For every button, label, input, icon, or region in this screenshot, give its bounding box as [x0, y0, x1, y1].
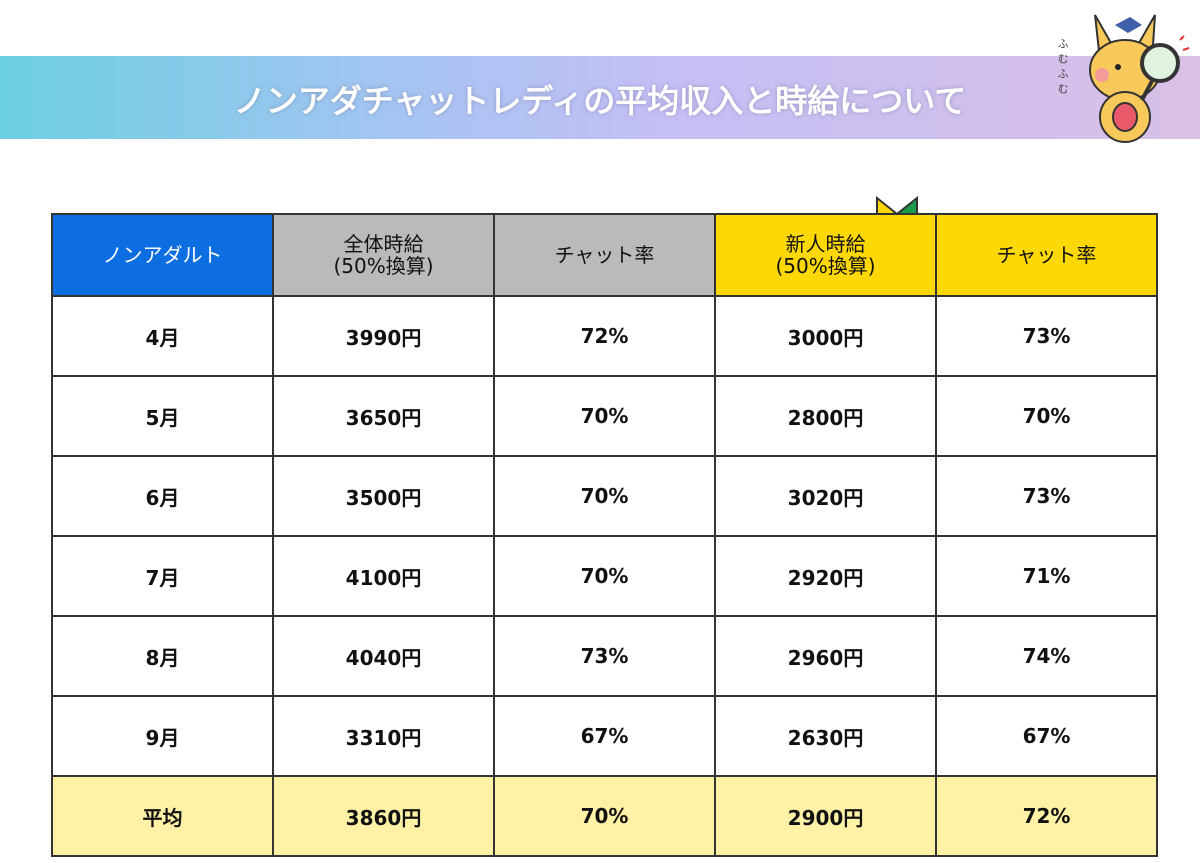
newcomer-wage-cell: 2800円: [714, 375, 937, 457]
newcomer-chat-rate-cell: 73%: [935, 295, 1158, 377]
header-newcomer-wage: 新人時給 (50%換算): [714, 213, 937, 297]
table-row: 6月 3500円 70% 3020円 73%: [51, 455, 1158, 537]
overall-wage-cell: 4100円: [272, 535, 495, 617]
newcomer-chat-rate-cell: 67%: [935, 695, 1158, 777]
header-overall-wage: 全体時給 (50%換算): [272, 213, 495, 297]
page-title: ノンアダチャットレディの平均収入と時給について: [233, 82, 967, 120]
newcomer-chat-rate-cell: 74%: [935, 615, 1158, 697]
header-chat-rate: チャット率: [493, 213, 716, 297]
header-row: ノンアダルト 全体時給 (50%換算) チャット率 新人時給 (50%換算) チ…: [51, 213, 1158, 297]
overall-wage-cell: 3860円: [272, 775, 495, 857]
chat-rate-cell: 70%: [493, 535, 716, 617]
month-cell: 8月: [51, 615, 274, 697]
chat-rate-cell: 67%: [493, 695, 716, 777]
month-cell: 6月: [51, 455, 274, 537]
month-cell: 5月: [51, 375, 274, 457]
newcomer-wage-cell: 2900円: [714, 775, 937, 857]
chat-rate-cell: 70%: [493, 455, 716, 537]
table-row: 8月 4040円 73% 2960円 74%: [51, 615, 1158, 697]
newcomer-chat-rate-cell: 70%: [935, 375, 1158, 457]
overall-wage-cell: 3500円: [272, 455, 495, 537]
table-row: 4月 3990円 72% 3000円 73%: [51, 295, 1158, 377]
newcomer-chat-rate-cell: 73%: [935, 455, 1158, 537]
header-newcomer-chat-rate: チャット率: [935, 213, 1158, 297]
month-cell: 4月: [51, 295, 274, 377]
header-nonadult: ノンアダルト: [51, 213, 274, 297]
average-row: 平均 3860円 70% 2900円 72%: [51, 775, 1158, 857]
month-cell: 平均: [51, 775, 274, 857]
month-cell: 7月: [51, 535, 274, 617]
title-banner: ノンアダチャットレディの平均収入と時給について: [0, 56, 1200, 139]
newcomer-chat-rate-cell: 71%: [935, 535, 1158, 617]
newcomer-wage-cell: 3000円: [714, 295, 937, 377]
table-row: 7月 4100円 70% 2920円 71%: [51, 535, 1158, 617]
chat-rate-cell: 70%: [493, 775, 716, 857]
chat-rate-cell: 70%: [493, 375, 716, 457]
overall-wage-cell: 3310円: [272, 695, 495, 777]
chat-rate-cell: 73%: [493, 615, 716, 697]
month-cell: 9月: [51, 695, 274, 777]
mascot-caption: ふむふむ: [1056, 38, 1069, 98]
income-table: ノンアダルト 全体時給 (50%換算) チャット率 新人時給 (50%換算) チ…: [51, 213, 1158, 857]
table-row: 5月 3650円 70% 2800円 70%: [51, 375, 1158, 457]
newcomer-chat-rate-cell: 72%: [935, 775, 1158, 857]
mascot-illustration: [1089, 14, 1190, 143]
chat-rate-cell: 72%: [493, 295, 716, 377]
table-row: 9月 3310円 67% 2630円 67%: [51, 695, 1158, 777]
newcomer-wage-cell: 3020円: [714, 455, 937, 537]
overall-wage-cell: 3650円: [272, 375, 495, 457]
newcomer-wage-cell: 2630円: [714, 695, 937, 777]
newcomer-wage-cell: 2920円: [714, 535, 937, 617]
overall-wage-cell: 4040円: [272, 615, 495, 697]
newcomer-wage-cell: 2960円: [714, 615, 937, 697]
overall-wage-cell: 3990円: [272, 295, 495, 377]
